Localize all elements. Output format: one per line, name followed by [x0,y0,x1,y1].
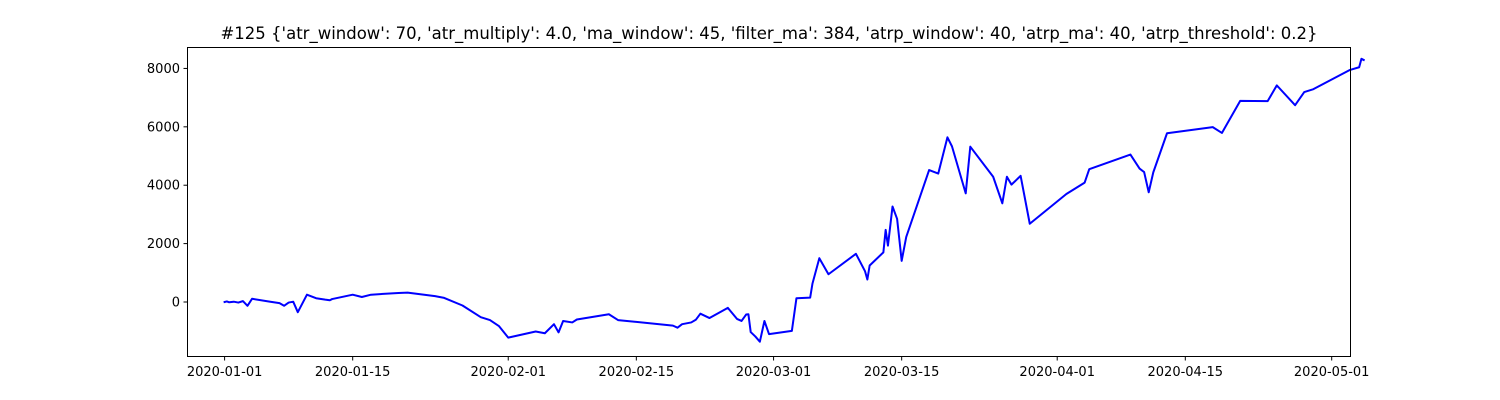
plot-area-frame [187,47,1351,357]
x-tick-label: 2020-02-15 [599,365,675,380]
y-tick-label: 6000 [147,120,180,135]
x-tick-label: 2020-03-15 [864,365,940,380]
y-tick-label: 4000 [147,179,180,194]
x-tick-label: 2020-01-01 [187,365,263,380]
x-tick-label: 2020-03-01 [736,365,812,380]
y-tick-label: 0 [172,295,180,310]
x-tick-label: 2020-04-15 [1148,365,1224,380]
y-tick-label: 8000 [147,62,180,77]
chart-title: #125 {'atr_window': 70, 'atr_multiply': … [220,24,1317,44]
x-tick-label: 2020-04-01 [1019,365,1095,380]
y-axis: 0 2000 4000 6000 8000 [147,62,188,310]
x-tick-label: 2020-01-15 [315,365,391,380]
y-tick-label: 2000 [147,237,180,252]
x-tick-label: 2020-05-01 [1294,365,1370,380]
series-line [223,57,1366,343]
x-axis: 2020-01-01 2020-01-15 2020-02-01 2020-02-15… [187,356,1370,380]
x-tick-label: 2020-02-01 [470,365,546,380]
